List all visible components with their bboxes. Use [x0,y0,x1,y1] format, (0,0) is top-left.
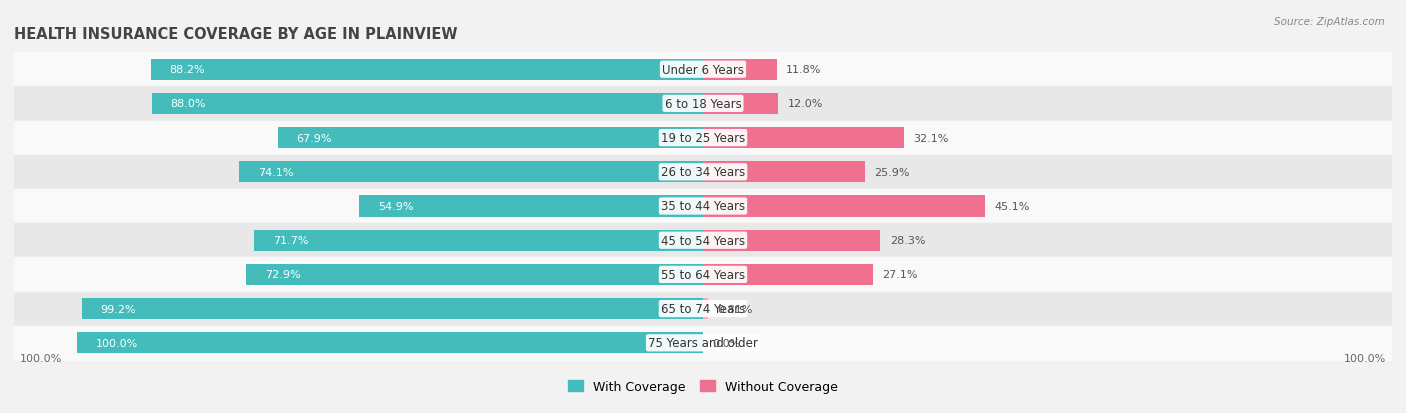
Bar [14,292,1392,326]
Bar [14,121,1392,155]
Text: Source: ZipAtlas.com: Source: ZipAtlas.com [1274,17,1385,26]
Bar [703,230,880,251]
Bar [150,59,703,81]
Text: 35 to 44 Years: 35 to 44 Years [661,200,745,213]
Text: 100.0%: 100.0% [96,338,138,348]
Text: 100.0%: 100.0% [20,353,63,363]
Text: HEALTH INSURANCE COVERAGE BY AGE IN PLAINVIEW: HEALTH INSURANCE COVERAGE BY AGE IN PLAI… [14,26,457,41]
Bar [254,230,703,251]
Text: 72.9%: 72.9% [266,270,301,280]
Legend: With Coverage, Without Coverage: With Coverage, Without Coverage [562,375,844,398]
Bar [82,298,703,319]
Text: 74.1%: 74.1% [257,167,294,177]
Text: Under 6 Years: Under 6 Years [662,64,744,76]
Bar [278,128,703,149]
Text: 45 to 54 Years: 45 to 54 Years [661,234,745,247]
Text: 65 to 74 Years: 65 to 74 Years [661,302,745,316]
Text: 12.0%: 12.0% [787,99,823,109]
Bar [14,155,1392,190]
Text: 71.7%: 71.7% [273,236,308,246]
Text: 0.0%: 0.0% [713,338,741,348]
Bar [14,326,1392,360]
Bar [14,53,1392,87]
Bar [246,264,703,285]
Bar [239,162,703,183]
Text: 45.1%: 45.1% [995,202,1031,211]
Text: 11.8%: 11.8% [786,65,821,75]
Bar [703,264,873,285]
Bar [14,223,1392,258]
Text: 75 Years and older: 75 Years and older [648,337,758,349]
Bar [359,196,703,217]
Bar [703,128,904,149]
Bar [14,258,1392,292]
Text: 88.2%: 88.2% [169,65,205,75]
Text: 99.2%: 99.2% [100,304,136,314]
Text: 100.0%: 100.0% [1343,353,1386,363]
Bar [703,59,778,81]
Bar [703,196,986,217]
Text: 28.3%: 28.3% [890,236,925,246]
Bar [703,162,865,183]
Text: 27.1%: 27.1% [882,270,918,280]
Text: 67.9%: 67.9% [297,133,332,143]
Bar [703,298,709,319]
Bar [152,94,703,115]
Bar [14,87,1392,121]
Text: 54.9%: 54.9% [378,202,413,211]
Text: 25.9%: 25.9% [875,167,910,177]
Bar [703,94,778,115]
Text: 55 to 64 Years: 55 to 64 Years [661,268,745,281]
Text: 32.1%: 32.1% [914,133,949,143]
Text: 26 to 34 Years: 26 to 34 Years [661,166,745,179]
Bar [14,190,1392,223]
Text: 88.0%: 88.0% [170,99,207,109]
Bar [77,332,703,354]
Text: 0.81%: 0.81% [717,304,752,314]
Text: 19 to 25 Years: 19 to 25 Years [661,132,745,145]
Text: 6 to 18 Years: 6 to 18 Years [665,97,741,111]
